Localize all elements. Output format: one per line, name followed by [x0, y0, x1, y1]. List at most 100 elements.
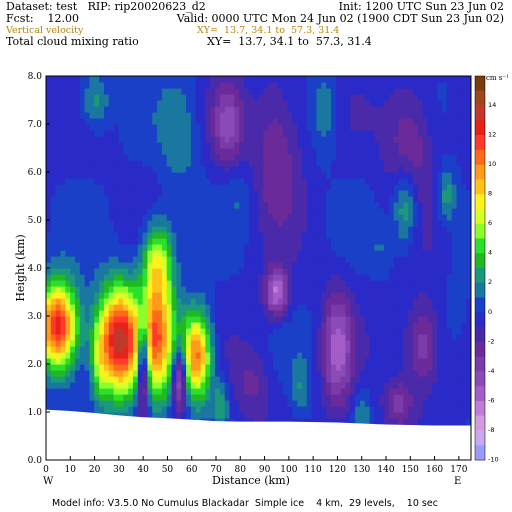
- field-cell: [195, 394, 202, 401]
- field-cell: [195, 274, 202, 281]
- field-cell: [205, 412, 211, 419]
- field-cell: [123, 298, 129, 305]
- field-cell: [292, 376, 298, 383]
- field-cell: [210, 400, 216, 407]
- field-cell: [65, 310, 71, 317]
- field-cell: [437, 274, 443, 281]
- field-cell: [301, 196, 308, 203]
- field-cell: [181, 382, 187, 389]
- field-cell: [89, 214, 95, 221]
- field-cell: [326, 244, 332, 251]
- field-cell: [123, 268, 129, 275]
- field-cell: [268, 202, 274, 209]
- field-cell: [442, 256, 448, 263]
- field-cell: [379, 262, 385, 269]
- field-cell: [65, 364, 71, 371]
- field-cell: [94, 298, 100, 305]
- field-cell: [461, 370, 467, 377]
- field-cell: [364, 160, 371, 167]
- field-cell: [205, 160, 211, 167]
- field-cell: [186, 412, 192, 419]
- field-cell: [176, 328, 182, 335]
- field-cell: [398, 298, 404, 305]
- field-cell: [277, 364, 284, 371]
- field-cell: [301, 214, 308, 221]
- field-cell: [99, 190, 105, 197]
- field-cell: [359, 358, 366, 365]
- field-cell: [152, 262, 158, 269]
- field-cell: [253, 184, 260, 191]
- field-cell: [379, 292, 385, 299]
- field-cell: [422, 334, 429, 341]
- field-cell: [50, 376, 57, 383]
- field-cell: [253, 124, 260, 131]
- field-cell: [128, 310, 134, 317]
- field-cell: [229, 244, 235, 251]
- field-cell: [161, 388, 168, 395]
- field-cell: [384, 172, 390, 179]
- field-cell: [99, 214, 105, 221]
- field-cell: [132, 166, 139, 173]
- field-cell: [181, 250, 187, 257]
- field-cell: [166, 298, 173, 305]
- field-cell: [359, 262, 366, 269]
- field-cell: [157, 238, 163, 245]
- field-cell: [108, 334, 115, 341]
- field-cell: [393, 352, 400, 359]
- field-cell: [113, 196, 120, 203]
- field-cell: [388, 274, 395, 281]
- field-cell: [200, 364, 206, 371]
- field-cell: [190, 376, 197, 383]
- field-cell: [137, 286, 144, 293]
- field-cell: [446, 364, 453, 371]
- field-cell: [99, 238, 105, 245]
- field-cell: [128, 382, 134, 389]
- field-cell: [118, 262, 124, 269]
- field-cell: [326, 124, 332, 131]
- field-cell: [345, 160, 351, 167]
- field-cell: [50, 262, 57, 269]
- field-cell: [287, 214, 293, 221]
- field-cell: [287, 124, 293, 131]
- field-cell: [70, 124, 76, 131]
- field-cell: [277, 220, 284, 227]
- field-cell: [99, 208, 105, 215]
- field-cell: [128, 400, 134, 407]
- field-cell: [128, 172, 134, 179]
- field-cell: [74, 364, 81, 371]
- field-cell: [446, 310, 453, 317]
- field-cell: [393, 322, 400, 329]
- field-cell: [301, 316, 308, 323]
- field-cell: [89, 352, 95, 359]
- field-cell: [379, 406, 385, 413]
- field-cell: [398, 370, 404, 377]
- field-cell: [451, 346, 458, 353]
- field-cell: [166, 142, 173, 149]
- field-cell: [132, 262, 139, 269]
- field-cell: [239, 280, 245, 287]
- field-cell: [224, 160, 231, 167]
- field-cell: [171, 118, 177, 125]
- field-cell: [94, 370, 100, 377]
- field-cell: [55, 226, 62, 233]
- field-cell: [99, 130, 105, 137]
- field-cell: [384, 322, 390, 329]
- field-cell: [195, 382, 202, 389]
- field-cell: [268, 118, 274, 125]
- field-cell: [70, 358, 76, 365]
- field-cell: [205, 256, 211, 263]
- field-cell: [268, 310, 274, 317]
- field-cell: [147, 340, 153, 347]
- field-cell: [268, 166, 274, 173]
- field-cell: [123, 292, 129, 299]
- field-cell: [244, 118, 250, 125]
- field-cell: [355, 184, 361, 191]
- field-cell: [94, 358, 100, 365]
- field-cell: [55, 160, 62, 167]
- field-cell: [234, 154, 240, 161]
- field-cell: [94, 346, 100, 353]
- field-cell: [234, 334, 240, 341]
- field-cell: [205, 400, 211, 407]
- field-cell: [113, 340, 120, 347]
- field-cell: [330, 220, 337, 227]
